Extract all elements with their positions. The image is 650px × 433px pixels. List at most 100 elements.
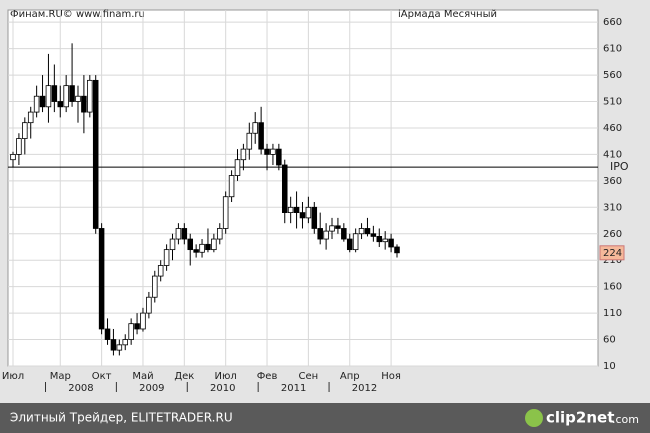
candle-body [187,238,193,251]
candle-body [293,206,300,213]
candle-body [299,212,306,219]
candle-body [39,95,46,108]
candle-body [199,243,205,253]
candle-body [63,85,69,108]
y-tick-label: 460 [603,123,622,134]
candle-body [146,296,152,314]
year-label: 2011 [281,383,306,394]
candle-body [27,111,34,124]
candle-body [240,148,247,161]
candle-body [140,312,146,330]
candle-body [376,236,383,243]
candle-body [81,95,87,113]
candle-body [104,328,111,340]
candle-body [181,228,188,240]
candle-body [276,148,282,166]
candle-body [157,265,164,277]
candle-body [323,230,329,240]
footer-text: Элитный Трейдер, ELITETRADER.RU [10,411,233,425]
chart-title: iАрмада Месячный [398,9,497,20]
candle-body [234,159,241,176]
x-tick-label: Апр [340,371,360,382]
y-tick-label: 110 [603,308,622,319]
logo-name: clip2net [546,409,614,427]
candle-body [75,95,81,102]
last-price-label: 224 [603,248,622,259]
candle-body [128,323,134,340]
candle-body [252,122,258,134]
x-tick-label: Июл [2,371,24,382]
y-tick-label: 610 [603,44,622,55]
candle-body [110,339,117,351]
logo-icon [525,409,543,427]
candle-body [311,206,318,229]
x-tick-label: Сен [299,371,319,382]
y-tick-label: 160 [603,282,622,293]
candle-body [87,79,93,113]
candle-body [122,339,129,346]
x-tick-label: Июл [215,371,237,382]
candle-body [33,95,40,113]
candle-body [51,85,58,102]
candle-body [358,228,365,235]
y-tick-label: 560 [603,70,622,81]
candle-body [169,238,176,251]
y-tick-label: 660 [603,17,622,28]
candle-body [264,148,270,155]
candle-body [205,243,211,251]
candle-body [98,228,105,330]
candle-body [287,206,294,213]
candle-body [193,249,199,253]
y-tick-label: 510 [603,97,622,108]
candle-body [175,228,182,240]
candle-body [217,228,223,240]
candle-body [10,154,16,161]
candle-body [69,85,75,102]
y-tick-label: 60 [603,335,616,346]
candle-body [222,196,229,229]
candle-body [228,175,235,198]
candle-body [341,228,347,240]
candle-body [346,238,353,251]
candle-body [370,233,377,237]
x-tick-label: Май [132,371,153,382]
source-label: Финам.RU© www.finam.ru [10,9,145,20]
x-tick-label: Мар [50,371,71,382]
candle-body [388,238,394,248]
y-tick-label: 260 [603,229,622,240]
year-label: 2012 [352,383,377,394]
candle-body [211,238,217,251]
candle-body [246,132,253,150]
candle-body [134,323,140,330]
candle-body [258,122,264,150]
x-tick-label: Дек [174,371,194,382]
candle-body [57,101,64,108]
candle-body [364,228,371,235]
candle-body [270,148,276,155]
y-tick-label: 360 [603,176,622,187]
year-label: 2009 [139,383,164,394]
candle-body [394,246,400,254]
candle-body [335,225,341,229]
candle-body [317,228,323,240]
year-label: 2008 [68,383,93,394]
x-tick-label: Окт [92,371,112,382]
y-tick-label: 310 [603,202,622,213]
y-tick-label: 10 [603,361,616,372]
candle-body [281,164,288,213]
candle-body [22,122,28,139]
candle-body [352,233,359,251]
last-price-box [599,245,625,261]
candle-body [16,138,22,155]
candle-body [329,225,335,232]
candle-body [92,79,99,229]
candle-body [163,249,170,266]
reference-label: IPO [610,160,629,173]
y-tick-label: 210 [603,255,622,266]
candle-body [382,238,388,243]
x-tick-label: Фев [257,371,278,382]
candle-body [305,206,312,219]
year-label: 2010 [210,383,235,394]
